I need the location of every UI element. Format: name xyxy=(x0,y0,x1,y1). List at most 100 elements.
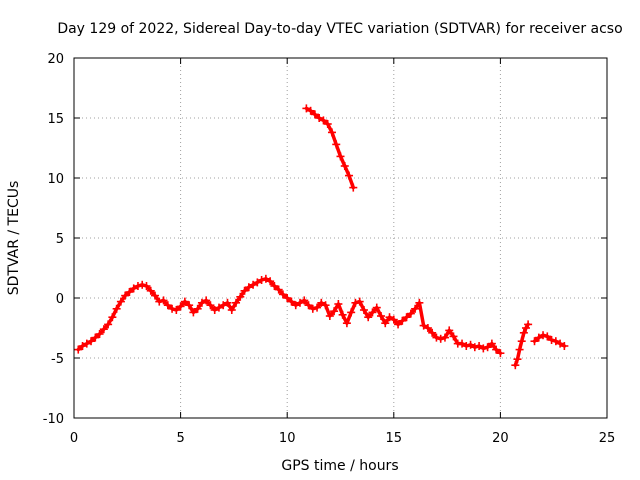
data-point xyxy=(524,320,533,329)
data-point xyxy=(334,300,343,308)
data-point xyxy=(385,313,394,322)
data-point xyxy=(381,319,390,328)
x-tick-label: 5 xyxy=(176,431,184,446)
data-point xyxy=(108,313,117,322)
data-point xyxy=(359,306,368,314)
data-point xyxy=(347,308,356,317)
data-point xyxy=(74,345,83,354)
data-series xyxy=(511,320,533,370)
data-point xyxy=(323,120,332,128)
data-point xyxy=(95,330,104,338)
grid-layer xyxy=(74,58,607,418)
data-point xyxy=(377,312,386,320)
data-point xyxy=(556,339,565,348)
y-tick-label: 5 xyxy=(56,232,64,247)
data-series xyxy=(302,104,358,192)
tick-layer: 0 5 10 15 20 25 -10 -5 0 5 10 15 20 xyxy=(43,52,616,446)
data-point xyxy=(511,361,520,370)
data-point xyxy=(295,298,304,307)
data-point xyxy=(151,291,160,300)
data-point xyxy=(240,286,249,295)
data-series xyxy=(530,331,569,350)
data-point xyxy=(99,325,108,334)
data-point xyxy=(515,345,524,354)
data-point xyxy=(327,128,336,137)
data-point xyxy=(232,298,241,307)
data-point xyxy=(302,104,311,113)
data-point xyxy=(445,326,454,335)
data-point xyxy=(261,274,270,283)
data-point xyxy=(315,114,324,122)
data-point xyxy=(104,320,113,329)
data-point xyxy=(317,298,326,307)
data-point xyxy=(138,280,147,289)
y-tick-label: 15 xyxy=(47,112,64,127)
data-point xyxy=(168,304,177,313)
data-point xyxy=(304,301,313,310)
data-point xyxy=(470,343,479,352)
x-tick-label: 20 xyxy=(492,431,509,446)
data-point xyxy=(560,342,569,350)
data-point xyxy=(475,342,484,350)
data-point xyxy=(483,343,492,352)
data-point xyxy=(534,333,543,342)
y-tick-label: -5 xyxy=(51,352,64,367)
data-point xyxy=(325,312,334,320)
data-point xyxy=(313,303,322,312)
data-point xyxy=(547,336,556,344)
data-point xyxy=(193,304,202,313)
x-tick-label: 10 xyxy=(279,431,296,446)
data-point xyxy=(210,306,219,314)
data-point xyxy=(440,333,449,342)
data-point xyxy=(340,162,349,170)
data-point xyxy=(227,306,236,314)
data-point xyxy=(244,283,253,292)
data-point xyxy=(155,297,164,306)
data-point xyxy=(249,280,258,289)
data-point xyxy=(530,337,539,346)
data-point xyxy=(214,303,223,312)
data-point xyxy=(487,339,496,348)
data-point xyxy=(125,288,134,296)
data-point xyxy=(223,298,232,307)
data-point xyxy=(274,285,283,294)
data-point xyxy=(513,355,522,364)
data-point xyxy=(278,290,287,299)
y-tick-label: 10 xyxy=(47,172,64,187)
data-point xyxy=(355,297,364,306)
data-point xyxy=(197,298,206,307)
data-point xyxy=(133,282,142,290)
data-point xyxy=(146,286,155,295)
data-point xyxy=(479,344,488,353)
data-point xyxy=(87,337,96,346)
data-point xyxy=(539,331,548,340)
data-series xyxy=(74,274,505,358)
data-point xyxy=(219,301,228,310)
data-point xyxy=(436,334,445,343)
data-point xyxy=(91,333,100,342)
data-point xyxy=(345,171,354,180)
data-point xyxy=(300,296,309,305)
data-point xyxy=(351,298,360,307)
data-point xyxy=(496,349,505,358)
x-tick-label: 0 xyxy=(70,431,78,446)
data-point xyxy=(159,296,168,305)
data-point xyxy=(236,292,245,301)
data-point xyxy=(189,308,198,317)
data-point xyxy=(389,315,398,324)
data-point xyxy=(291,301,300,310)
x-axis-label: GPS time / hours xyxy=(281,458,398,474)
data-point xyxy=(82,339,91,348)
data-point xyxy=(332,140,341,149)
data-point xyxy=(551,337,560,346)
x-tick-label: 15 xyxy=(386,431,403,446)
data-point xyxy=(129,284,138,293)
data-point xyxy=(330,307,339,316)
data-point xyxy=(306,106,315,115)
data-point xyxy=(394,320,403,329)
data-point xyxy=(411,304,420,313)
data-point xyxy=(449,332,458,341)
plot-frame xyxy=(73,57,608,419)
data-point xyxy=(253,278,262,287)
data-point xyxy=(336,152,345,161)
